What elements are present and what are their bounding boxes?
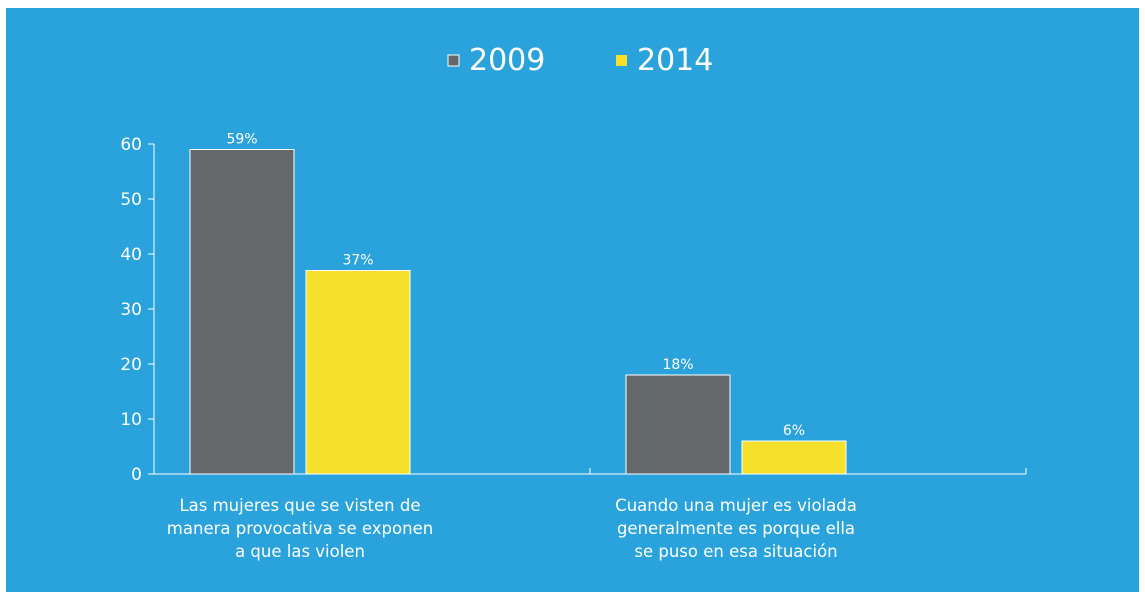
category-label-line: manera provocativa se exponen [167, 519, 433, 538]
bar-2009-cat-2 [625, 374, 731, 475]
value-label-2009-cat-1: 59% [226, 132, 257, 148]
legend-label-2009: 2009 [469, 43, 545, 78]
bars [189, 149, 847, 475]
bar-chart: 2009 2014 0 10 20 30 40 50 60 59% 37% 18% 6% Las … [120, 43, 1027, 561]
y-tick-label: 10 [120, 410, 142, 430]
bar-2014-cat-1 [305, 270, 411, 475]
legend-swatch-2014 [616, 55, 627, 66]
category-label-line: a que las violen [235, 542, 365, 561]
value-label-2009-cat-2: 18% [662, 357, 693, 373]
category-label-line: Cuando una mujer es violada [615, 496, 857, 515]
value-label-2014-cat-1: 37% [342, 253, 373, 269]
y-tick-label: 40 [120, 245, 142, 265]
legend-label-2014: 2014 [637, 43, 713, 78]
bar-2009-cat-1 [189, 149, 295, 475]
category-label-line: se puso en esa situación [634, 542, 837, 561]
y-axis: 0 10 20 30 40 50 60 [120, 135, 155, 485]
legend-swatch-2009 [447, 54, 460, 67]
value-labels: 59% 37% 18% 6% [226, 132, 805, 440]
y-tick-label: 50 [120, 190, 142, 210]
category-label-line: generalmente es porque ella [617, 519, 855, 538]
y-tick-label: 20 [120, 355, 142, 375]
x-axis [153, 468, 1027, 475]
chart-panel: 2009 2014 0 10 20 30 40 50 60 59% 37% 18% 6% Las … [6, 8, 1139, 592]
category-label-line: Las mujeres que se visten de [179, 496, 420, 515]
y-tick-label: 30 [120, 300, 142, 320]
y-tick-label: 60 [120, 135, 142, 155]
y-tick-label: 0 [131, 465, 142, 485]
bar-2014-cat-2 [741, 440, 847, 475]
category-labels: Las mujeres que se visten de manera provo… [167, 496, 857, 561]
value-label-2014-cat-2: 6% [783, 423, 805, 439]
legend: 2009 2014 [447, 43, 713, 78]
